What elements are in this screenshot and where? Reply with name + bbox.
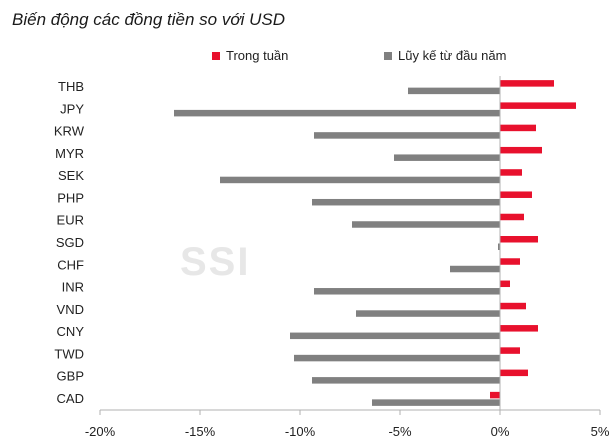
category-label: SGD xyxy=(56,235,84,250)
bar-weekly xyxy=(500,169,522,176)
bar-weekly xyxy=(500,191,532,198)
bar-ytd xyxy=(220,176,500,184)
category-label: GBP xyxy=(57,369,84,384)
bar-weekly xyxy=(500,369,528,377)
category-label: KRW xyxy=(54,124,85,139)
bar-ytd xyxy=(174,109,500,117)
legend-swatch-ytd xyxy=(384,51,392,60)
bar-weekly xyxy=(500,302,526,310)
legend-label-ytd: Lũy kế từ đầu năm xyxy=(398,48,507,63)
x-tick-label: 5% xyxy=(591,424,610,439)
category-label: JPY xyxy=(60,101,84,116)
x-tick-label: -5% xyxy=(388,424,412,439)
bar-weekly xyxy=(490,391,500,399)
bar-ytd xyxy=(408,87,500,95)
bar-ytd xyxy=(312,377,500,384)
category-label: TWD xyxy=(54,346,84,361)
bar-ytd xyxy=(450,265,500,273)
watermark: SSI xyxy=(180,240,251,284)
bar-weekly xyxy=(500,146,542,154)
legend-label-weekly: Trong tuần xyxy=(226,48,289,63)
bar-weekly xyxy=(500,280,510,288)
category-label: CNY xyxy=(57,324,85,339)
category-label: VND xyxy=(57,302,84,317)
bar-ytd xyxy=(314,288,500,295)
bar-weekly xyxy=(500,258,520,265)
bar-ytd xyxy=(294,354,500,362)
bar-weekly xyxy=(500,80,554,87)
category-label: MYR xyxy=(55,146,84,161)
bar-ytd xyxy=(312,198,500,206)
x-tick-label: -20% xyxy=(85,424,116,439)
bar-ytd xyxy=(394,154,500,161)
bar-weekly xyxy=(500,213,524,221)
bar-weekly xyxy=(500,102,576,109)
legend-item-weekly: Trong tuần xyxy=(212,48,288,63)
category-label: CHF xyxy=(57,257,84,272)
x-tick-label: -10% xyxy=(285,424,316,439)
bar-weekly xyxy=(500,236,538,243)
bar-ytd xyxy=(314,132,500,139)
bar-ytd xyxy=(352,221,500,228)
category-label: CAD xyxy=(57,391,84,406)
category-label: EUR xyxy=(57,213,84,228)
category-label: PHP xyxy=(57,190,84,205)
chart-title: Biến động các đồng tiền so với USD xyxy=(12,10,285,29)
category-label: SEK xyxy=(58,168,84,183)
legend-swatch-weekly xyxy=(212,51,220,60)
bar-ytd xyxy=(372,399,500,406)
category-label: THB xyxy=(58,79,84,94)
x-tick-label: 0% xyxy=(491,424,510,439)
bar-weekly xyxy=(500,124,536,132)
legend-item-ytd: Lũy kế từ đầu năm xyxy=(384,48,506,63)
bar-ytd xyxy=(290,332,500,340)
bar-ytd xyxy=(356,310,500,317)
bar-weekly xyxy=(500,325,538,332)
x-tick-label: -15% xyxy=(185,424,216,439)
bar-ytd xyxy=(498,243,500,250)
bar-weekly xyxy=(500,347,520,354)
category-label: INR xyxy=(62,280,84,295)
